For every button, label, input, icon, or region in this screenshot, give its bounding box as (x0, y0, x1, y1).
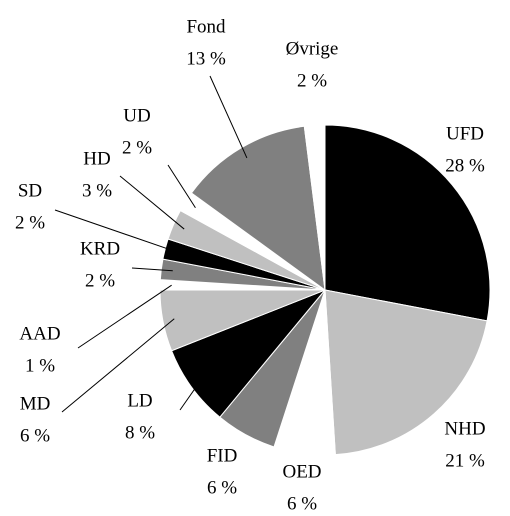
slice-name: UFD (446, 123, 484, 144)
slice-name: Fond (186, 16, 226, 37)
leader-line (209, 75, 248, 159)
leader-line (167, 164, 196, 209)
pie-slice (303, 124, 326, 291)
leader-line (131, 267, 173, 272)
slice-name: MD (20, 393, 51, 414)
slice-name: AAD (19, 323, 60, 344)
slice-value: 3 % (82, 180, 112, 201)
pie-slice (324, 289, 488, 456)
slice-value: 6 % (20, 425, 50, 446)
pie-slice (190, 125, 326, 292)
slice-value: 2 % (297, 70, 327, 91)
slice-name: Øvrige (286, 38, 339, 59)
slice-value: 6 % (287, 493, 317, 514)
leader-line (179, 379, 202, 411)
slice-value: 1 % (25, 355, 55, 376)
leader-line (119, 175, 185, 230)
slice-name: LD (127, 390, 152, 411)
slice-name: SD (18, 180, 42, 201)
slice-name: UD (123, 105, 150, 126)
slice-value: 6 % (207, 477, 237, 498)
slice-name: HD (83, 148, 110, 169)
slice-value: 2 % (122, 137, 152, 158)
slice-value: 13 % (186, 48, 226, 69)
slice-name: FID (207, 445, 238, 466)
slice-value: 2 % (85, 270, 115, 291)
slice-value: 2 % (15, 212, 45, 233)
leader-line (61, 318, 175, 413)
leader-line (54, 209, 177, 253)
slice-value: 21 % (445, 450, 485, 471)
pie-slice (324, 124, 491, 322)
slice-name: OED (282, 461, 321, 482)
slice-value: 28 % (445, 155, 485, 176)
slice-name: NHD (444, 418, 485, 439)
slice-name: KRD (80, 238, 120, 259)
slice-value: 8 % (125, 422, 155, 443)
leader-line (77, 284, 172, 349)
